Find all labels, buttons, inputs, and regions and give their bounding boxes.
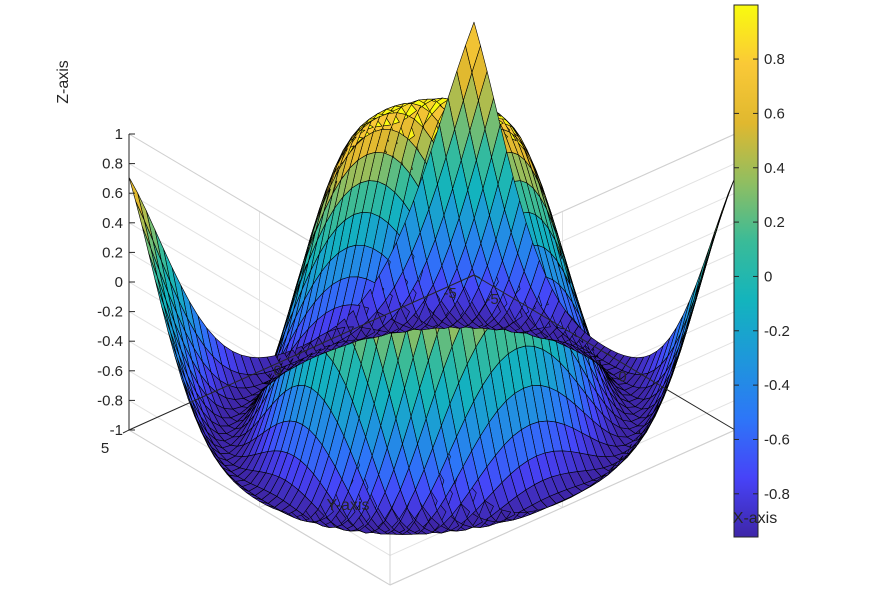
z-tick-label: 0.6 (102, 185, 123, 202)
y-tick-label: 5 (101, 440, 109, 457)
box-edge (128, 429, 391, 586)
x-axis-label: X-axis (733, 510, 777, 527)
colorbar: 0.8 0.6 0.4 0.2 0 -0.2 -0.4 -0.6 -0.8 (733, 4, 790, 538)
colorbar-tick-label: 0.8 (764, 51, 785, 68)
y-tick-label: -5 (443, 285, 456, 302)
x-tick-mark (604, 352, 611, 356)
z-tick-label: -0.2 (97, 304, 123, 321)
y-tick-mark (295, 352, 302, 356)
z-axis-label: Z-axis (55, 60, 72, 104)
y-tick-mark (467, 274, 475, 279)
colorbar-tick-label: -0.4 (764, 377, 790, 394)
colorbar-tick-label: -0.2 (764, 323, 790, 340)
axes: -1-0.8-0.6-0.4-0.200.20.40.60.81-505-505 (97, 126, 757, 463)
z-tick-label: -0.6 (97, 363, 123, 380)
surface-mesh (128, 21, 736, 535)
z-tick-label: -0.8 (97, 392, 123, 409)
x-tick-label: -5 (485, 291, 498, 308)
z-tick-label: 0.8 (102, 156, 123, 173)
colorbar-tick-label: 0.2 (764, 214, 785, 231)
colorbar-tick-label: -0.6 (764, 431, 790, 448)
x-tick-mark (473, 274, 481, 279)
surface-patch (128, 176, 145, 220)
z-tick-label: 0.2 (102, 244, 123, 261)
colorbar-tick-label: 0.4 (764, 160, 785, 177)
y-tick-label: 0 (273, 363, 281, 380)
z-tick-label: -1 (110, 422, 123, 439)
z-tick-label: 0.4 (102, 215, 123, 232)
z-tick-label: 0 (115, 274, 123, 291)
z-tick-label: 1 (115, 126, 123, 143)
z-tick-label: -0.4 (97, 333, 123, 350)
y-tick-mark (122, 429, 130, 434)
colorbar-tick-label: -0.8 (764, 486, 790, 503)
colorbar-tick-label: 0 (764, 268, 772, 285)
colorbar-tick-label: 0.6 (764, 105, 785, 122)
y-axis-label: Y-axis (327, 497, 370, 514)
colorbar-gradient (733, 4, 759, 538)
box-edge (389, 429, 736, 586)
x-tick-label: 0 (618, 369, 626, 386)
